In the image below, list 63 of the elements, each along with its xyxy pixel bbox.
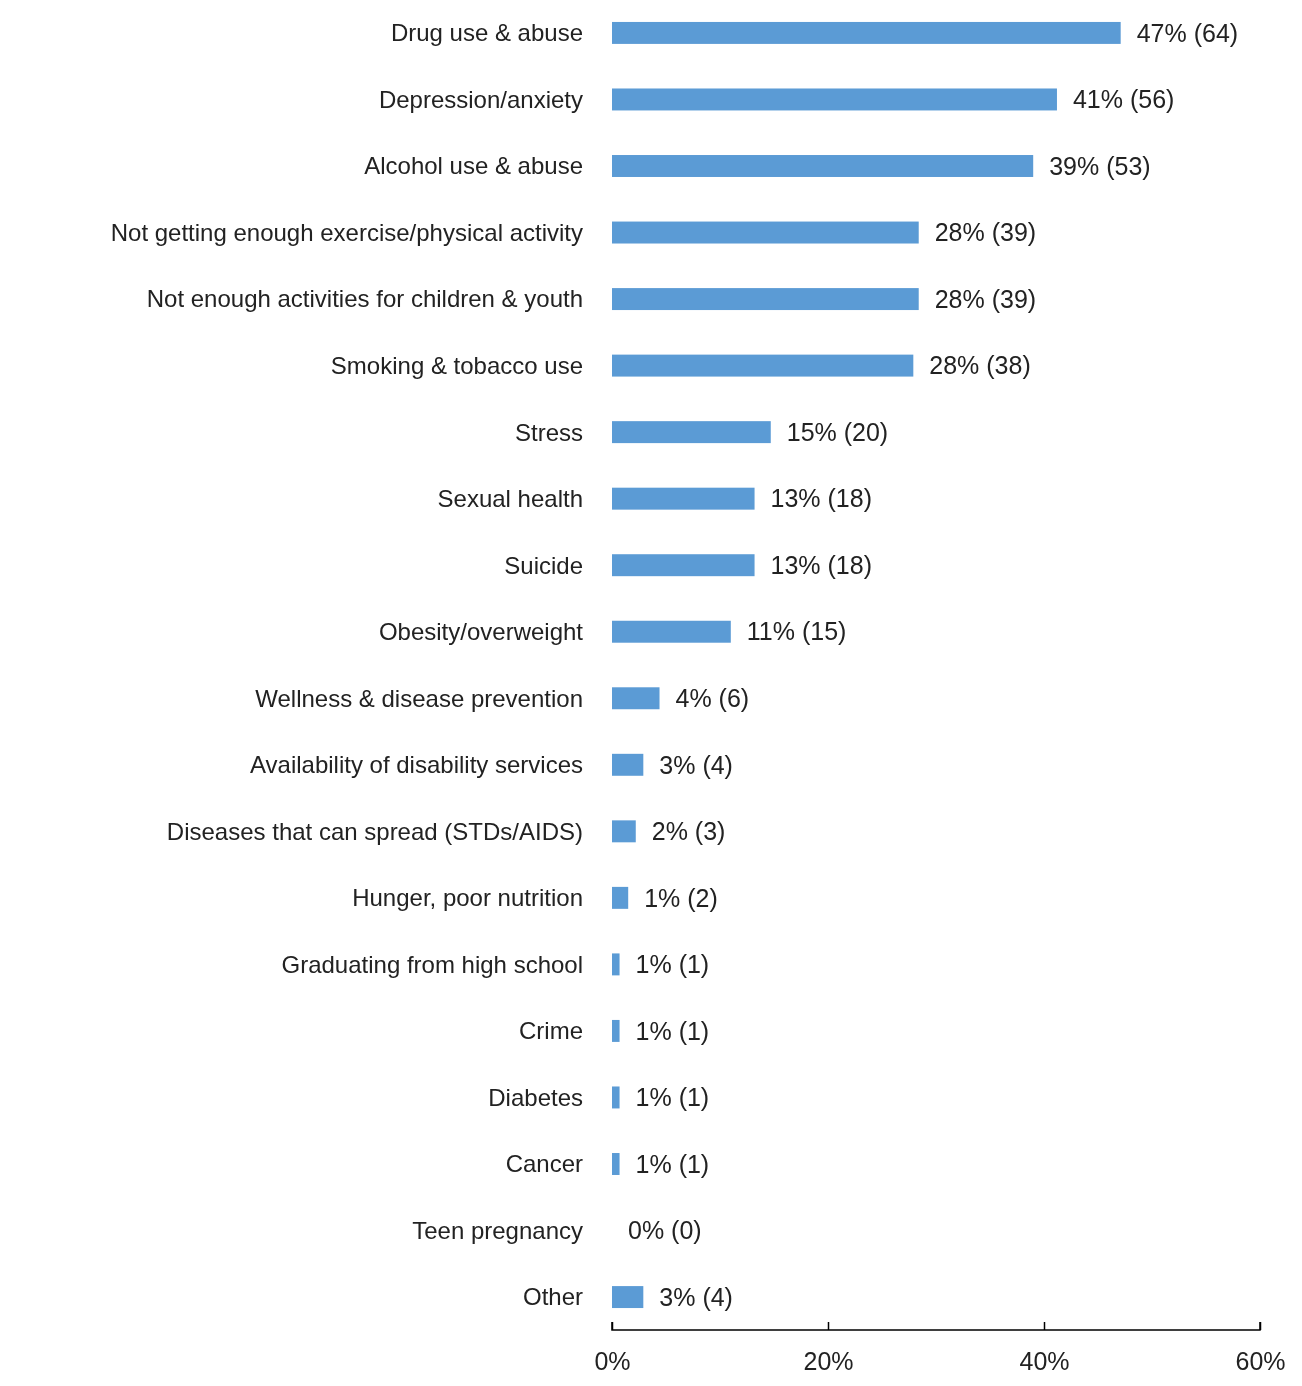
bar <box>612 1019 620 1042</box>
data-label: 1% (1) <box>635 1149 710 1178</box>
data-label: 39% (53) <box>1049 151 1151 180</box>
bar <box>612 88 1057 111</box>
data-label: 47% (64) <box>1136 18 1239 47</box>
data-label: 1% (2) <box>644 883 718 912</box>
y-tick-label: Cancer <box>505 1150 583 1178</box>
y-tick-label: Diseases that can spread (STDs/AIDS) <box>166 817 583 845</box>
bar <box>612 221 919 244</box>
data-label: 4% (6) <box>675 684 750 713</box>
y-tick-label: Other <box>522 1283 583 1311</box>
x-tick-label: 60% <box>1235 1346 1286 1375</box>
bar <box>612 421 771 444</box>
bar <box>612 620 731 643</box>
y-tick-label: Drug use & abuse <box>390 19 583 47</box>
bar <box>612 155 1034 177</box>
data-label: 1% (1) <box>635 1083 710 1112</box>
bar <box>612 753 644 776</box>
data-label: 28% (38) <box>929 351 1031 380</box>
y-tick-label: Smoking & tobacco use <box>330 352 583 379</box>
y-tick-label: Obesity/overweight <box>378 618 584 646</box>
y-tick-label: Suicide <box>504 551 583 579</box>
data-label: 13% (18) <box>770 484 873 513</box>
y-tick-label: Alcohol use & abuse <box>364 152 583 180</box>
bar <box>612 1086 620 1109</box>
data-label: 11% (15) <box>746 617 847 646</box>
bar <box>612 554 755 577</box>
y-tick-label: Hunger, poor nutrition <box>352 884 583 912</box>
bar <box>612 1153 620 1175</box>
bar <box>612 1286 644 1309</box>
y-tick-label: Wellness & disease prevention <box>255 684 583 712</box>
y-tick-label: Depression/anxiety <box>378 85 583 113</box>
bar <box>612 288 919 311</box>
data-label: 1% (1) <box>635 1016 710 1045</box>
y-tick-label: Not enough activities for children & youth <box>146 285 583 313</box>
x-tick-label: 0% <box>594 1346 631 1375</box>
y-tick-label: Teen pregnancy <box>412 1216 583 1244</box>
bar <box>612 687 660 710</box>
y-tick-label: Diabetes <box>488 1083 583 1111</box>
data-label: 2% (3) <box>651 817 726 846</box>
bar <box>612 953 620 976</box>
y-tick-label: Stress <box>514 418 583 446</box>
data-label: 41% (56) <box>1072 85 1175 114</box>
data-label: 1% (1) <box>635 950 710 979</box>
y-tick-label: Sexual health <box>437 485 583 513</box>
bar <box>612 487 755 510</box>
y-tick-label: Graduating from high school <box>281 950 583 978</box>
data-label: 28% (39) <box>934 284 1037 313</box>
data-label: 15% (20) <box>786 417 889 446</box>
data-label: 3% (4) <box>659 750 733 779</box>
bar <box>612 886 629 909</box>
y-tick-label: Availability of disability services <box>249 751 583 779</box>
bar <box>612 820 636 843</box>
data-label: 3% (4) <box>659 1282 733 1311</box>
data-label: 13% (18) <box>770 550 873 579</box>
data-label: 28% (39) <box>934 218 1037 247</box>
x-tick-label: 40% <box>1019 1346 1070 1375</box>
bar <box>612 354 914 377</box>
bar <box>612 21 1121 44</box>
y-tick-label: Crime <box>519 1017 583 1045</box>
y-tick-label: Not getting enough exercise/physical activity <box>110 218 583 246</box>
x-tick-label: 20% <box>803 1346 854 1375</box>
data-label: 0% (0) <box>628 1216 702 1245</box>
